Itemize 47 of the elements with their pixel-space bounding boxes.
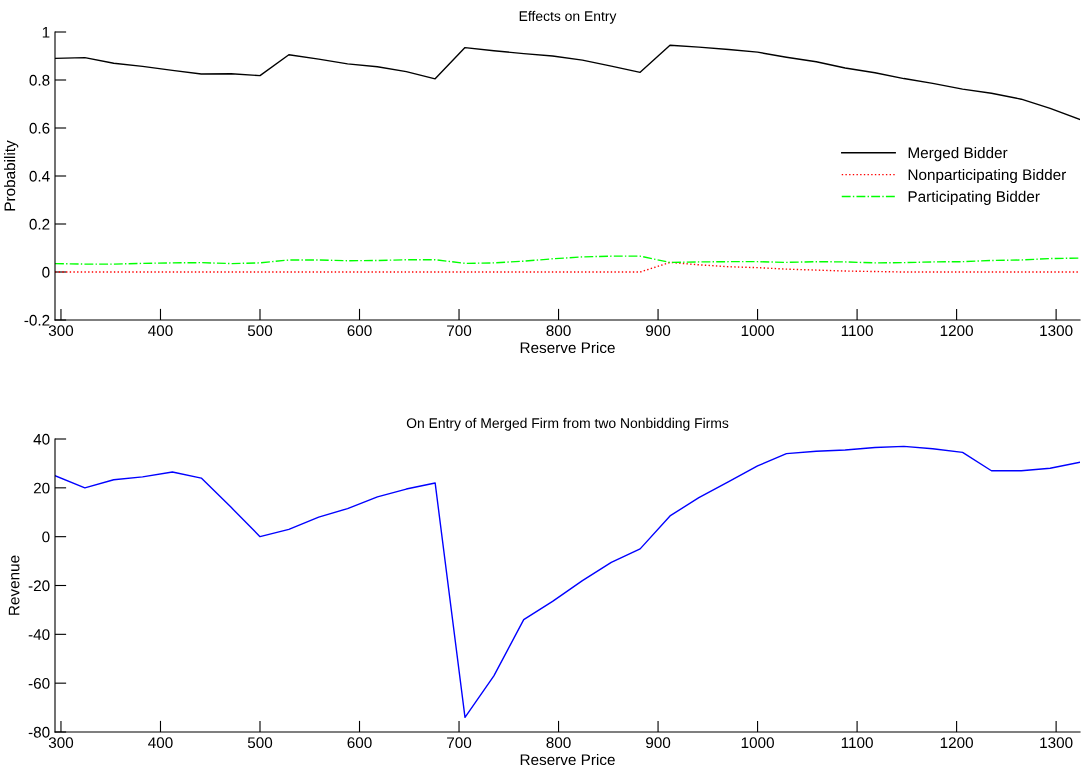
x-tick-label: 300 bbox=[48, 325, 74, 337]
x-tick-label: 600 bbox=[347, 737, 372, 749]
x-tick-label: 1200 bbox=[940, 325, 973, 337]
chart-title: Effects on Entry bbox=[519, 10, 617, 24]
line-series bbox=[55, 445, 1080, 719]
x-tick-label: 1000 bbox=[741, 737, 774, 749]
y-tick-label: 20 bbox=[33, 482, 50, 494]
x-tick-label: 400 bbox=[148, 737, 173, 749]
x-tick-label: 1000 bbox=[741, 325, 774, 337]
y-axis-title: Probability bbox=[4, 140, 19, 211]
legend-label: Participating Bidder bbox=[908, 190, 1040, 205]
y-tick-label: 40 bbox=[33, 433, 50, 445]
x-axis-title: Reserve Price bbox=[520, 341, 615, 354]
x-tick-label: 600 bbox=[347, 325, 372, 337]
y-axis-title: Revenue bbox=[8, 555, 20, 615]
y-tick-label: -60 bbox=[28, 678, 50, 689]
x-axis-title: Reserve Price bbox=[520, 753, 615, 766]
x-tick-label: 1300 bbox=[1040, 325, 1073, 337]
chart-title: On Entry of Merged Firm from two Nonbidding Firms bbox=[406, 417, 729, 431]
x-tick-label: 400 bbox=[148, 325, 173, 337]
y-tick-label: 1 bbox=[42, 27, 50, 38]
x-tick-label: 900 bbox=[646, 737, 671, 749]
legend-label: Nonparticipating Bidder bbox=[908, 168, 1067, 184]
x-tick-label: 1300 bbox=[1040, 737, 1073, 749]
y-tick-label: 0.6 bbox=[29, 122, 50, 134]
y-tick-label: -40 bbox=[28, 629, 50, 641]
x-tick-label: 1100 bbox=[841, 325, 873, 337]
x-tick-label: 900 bbox=[646, 325, 671, 337]
x-tick-label: 1100 bbox=[841, 737, 873, 749]
y-tick-label: -20 bbox=[28, 580, 50, 592]
x-tick-label: 700 bbox=[447, 325, 472, 337]
x-tick-label: 700 bbox=[447, 737, 472, 749]
y-tick-label: 0.4 bbox=[29, 170, 50, 182]
y-tick-label: 0 bbox=[42, 531, 50, 543]
y-tick-label: -80 bbox=[28, 726, 50, 738]
x-tick-label: 800 bbox=[546, 737, 571, 749]
y-tick-label: -0.2 bbox=[24, 314, 50, 326]
x-tick-label: 800 bbox=[546, 325, 571, 337]
x-tick-label: 500 bbox=[247, 737, 273, 749]
legend-label: Merged Bidder bbox=[908, 147, 1008, 162]
x-tick-label: 1200 bbox=[940, 737, 973, 749]
y-tick-label: 0.2 bbox=[29, 218, 50, 230]
x-tick-label: 500 bbox=[247, 325, 273, 337]
y-tick-label: 0.8 bbox=[29, 74, 50, 86]
line-series bbox=[55, 255, 1080, 265]
y-tick-label: 0 bbox=[42, 266, 50, 278]
x-tick-label: 300 bbox=[48, 737, 74, 749]
